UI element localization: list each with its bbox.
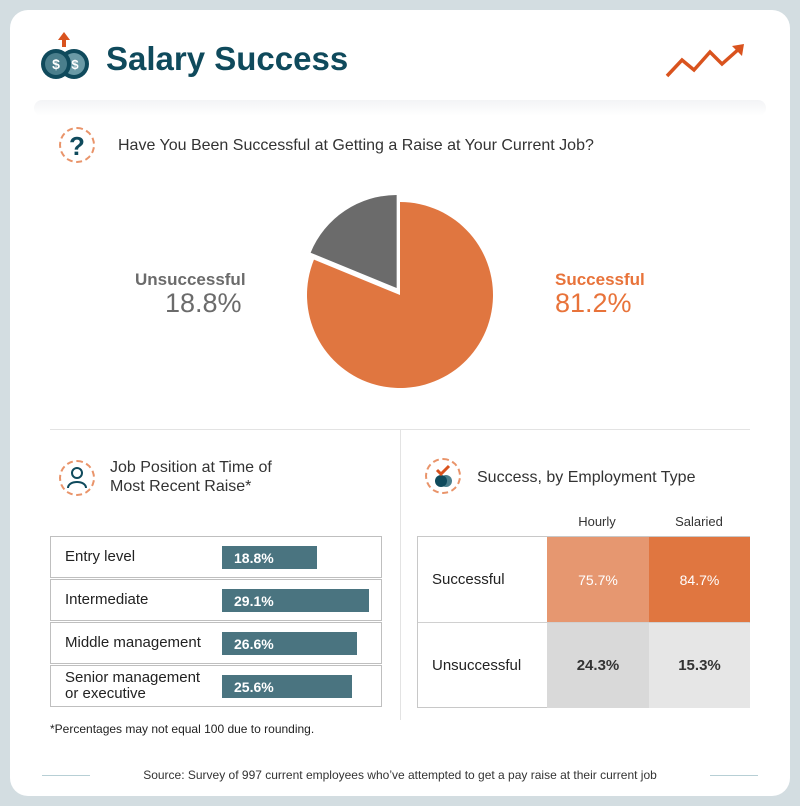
row-label-successful: Successful [432,571,505,588]
cell-salaried-unsuccessful: 15.3% [649,623,750,708]
bar-row: Middle management 26.6% [50,622,382,664]
vertical-divider [400,430,401,720]
bar-row: Senior management or executive 25.6% [50,665,382,707]
pie-value-unsuccessful: 18.8% [165,288,242,318]
footer-rule-right [710,775,758,776]
bar: 18.8% [222,546,318,569]
coins-up-arrow-icon: $ $ [41,32,89,79]
column-header-hourly: Hourly [578,514,616,529]
column-header-salaried: Salaried [675,514,723,529]
bar: 25.6% [222,675,352,698]
pie-title: Have You Been Successful at Getting a Ra… [118,137,594,154]
cell-hourly-unsuccessful: 24.3% [547,623,649,708]
pie-label-unsuccessful: Unsuccessful [135,270,246,289]
heatmap-table: Successful Unsuccessful 75.7% 84.7% 24.3… [417,536,750,708]
horizontal-divider [50,429,750,430]
question-mark-icon: ? [59,127,95,163]
header-divider [34,100,766,116]
coins-check-icon [425,458,461,494]
pie-label-successful: Successful [555,270,645,289]
bar: 26.6% [222,632,357,655]
cell-salaried-successful: 84.7% [649,537,750,622]
pie-slice-unsuccessful [310,195,397,289]
trend-up-arrow-icon [665,44,744,78]
bar-category-label: Intermediate [65,591,149,608]
bar-category-label: Middle management [65,634,201,651]
bar-category-label: Entry level [65,548,136,565]
pie-value-successful: 81.2% [555,288,632,318]
bar-row: Intermediate 29.1% [50,579,382,621]
cell-hourly-successful: 75.7% [547,537,649,622]
svg-text:$: $ [71,57,79,72]
pie-slice-successful [307,202,493,388]
bar-row: Entry level 18.8% [50,536,382,578]
heatmap-title: Success, by Employment Type [477,469,696,486]
footer-rule-left [42,775,90,776]
footnote: *Percentages may not equal 100 due to ro… [50,722,315,736]
source-text: Source: Survey of 997 current employees … [143,768,657,782]
person-icon [59,460,95,496]
bar: 29.1% [222,589,370,612]
svg-text:$: $ [52,56,60,72]
pie-chart [307,195,493,388]
row-label-unsuccessful: Unsuccessful [432,657,522,674]
row-divider [418,622,749,623]
bar-category-label: Senior management or executive [65,669,201,702]
page-title: Salary Success [106,40,349,77]
bar-chart-title: Job Position at Time of Most Recent Rais… [110,459,272,495]
